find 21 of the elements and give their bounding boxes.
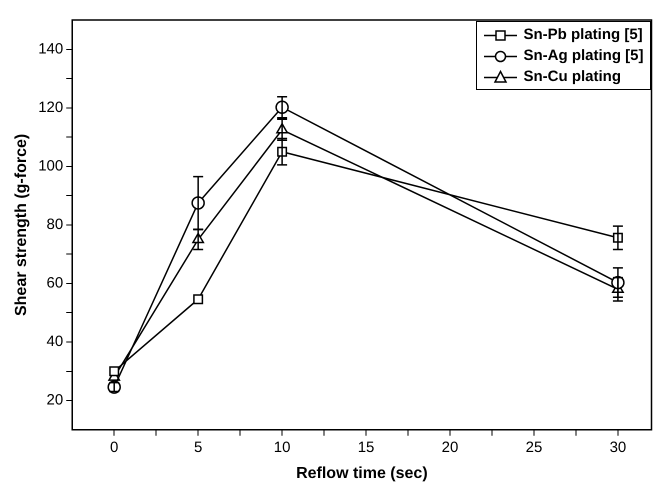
y-tick-label: 40	[46, 333, 64, 350]
point	[109, 366, 120, 376]
x-axis-title: Reflow time (sec)	[296, 464, 428, 482]
y-tick-label: 100	[38, 158, 64, 174]
x-tick-label: 10	[274, 438, 290, 456]
y-tick-label: 20	[46, 392, 64, 409]
y-tick-label: 80	[46, 216, 64, 234]
y-tick-label: 60	[46, 274, 64, 292]
legend-label: Sn-Ag plating [5]	[524, 47, 644, 64]
y-tick-label: 120	[38, 98, 64, 116]
legend-label: Sn-Pb plating [5]	[524, 26, 643, 43]
x-tick-label: 0	[110, 438, 118, 456]
x-tick-label: 5	[194, 438, 202, 456]
x-tick-label: 15	[358, 438, 374, 456]
y-tick-label: 140	[38, 40, 64, 58]
y-axis-title: Shear strength (g-force)	[13, 134, 30, 316]
point	[193, 294, 204, 304]
x-tick-label: 25	[526, 438, 542, 456]
x-tick-label: 20	[442, 438, 458, 456]
legend-label: Sn-Cu plating	[524, 68, 621, 85]
x-tick-label: 30	[610, 438, 626, 456]
